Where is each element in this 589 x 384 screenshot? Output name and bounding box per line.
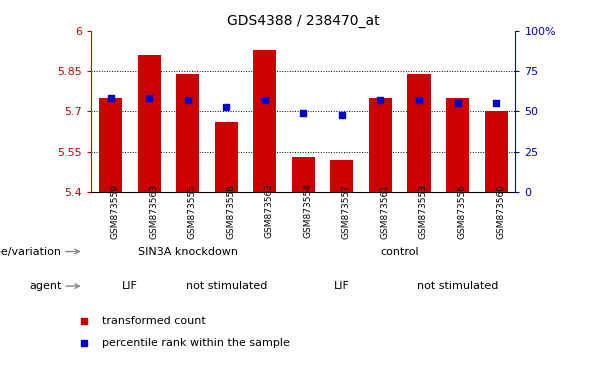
- Point: [376, 97, 385, 103]
- Text: LIF: LIF: [122, 281, 138, 291]
- Point: [260, 97, 270, 103]
- Point: [221, 103, 231, 109]
- Point: [491, 100, 501, 106]
- Text: GSM873556: GSM873556: [458, 184, 466, 238]
- Text: GSM873560: GSM873560: [496, 184, 505, 238]
- Bar: [408, 74, 431, 192]
- Bar: [485, 111, 508, 192]
- Point: [144, 95, 154, 101]
- Text: GSM873561: GSM873561: [380, 184, 389, 238]
- Text: GSM873555: GSM873555: [188, 184, 197, 238]
- Point: [414, 97, 423, 103]
- Bar: [253, 50, 276, 192]
- Bar: [446, 98, 469, 192]
- Text: control: control: [380, 247, 419, 257]
- Text: not stimulated: not stimulated: [186, 281, 267, 291]
- Text: GSM873554: GSM873554: [303, 184, 312, 238]
- Bar: [292, 157, 315, 192]
- Bar: [99, 98, 122, 192]
- Bar: [369, 98, 392, 192]
- Point: [183, 97, 193, 103]
- Text: GSM873563: GSM873563: [149, 184, 158, 238]
- Text: genotype/variation: genotype/variation: [0, 247, 61, 257]
- Text: SIN3A knockdown: SIN3A knockdown: [138, 247, 238, 257]
- Text: percentile rank within the sample: percentile rank within the sample: [102, 338, 290, 348]
- Text: agent: agent: [29, 281, 61, 291]
- Point: [337, 111, 346, 118]
- Bar: [138, 55, 161, 192]
- Text: GSM873559: GSM873559: [111, 184, 120, 238]
- Text: LIF: LIF: [334, 281, 350, 291]
- Text: GSM873562: GSM873562: [265, 184, 274, 238]
- Bar: [214, 122, 238, 192]
- Point: [299, 110, 308, 116]
- Text: GSM873558: GSM873558: [226, 184, 235, 238]
- Text: not stimulated: not stimulated: [417, 281, 498, 291]
- Point: [106, 95, 115, 101]
- Text: GSM873553: GSM873553: [419, 184, 428, 238]
- Bar: [176, 74, 199, 192]
- Text: GSM873557: GSM873557: [342, 184, 351, 238]
- Title: GDS4388 / 238470_at: GDS4388 / 238470_at: [227, 14, 380, 28]
- Point: [453, 100, 462, 106]
- Bar: [330, 160, 353, 192]
- Text: transformed count: transformed count: [102, 316, 206, 326]
